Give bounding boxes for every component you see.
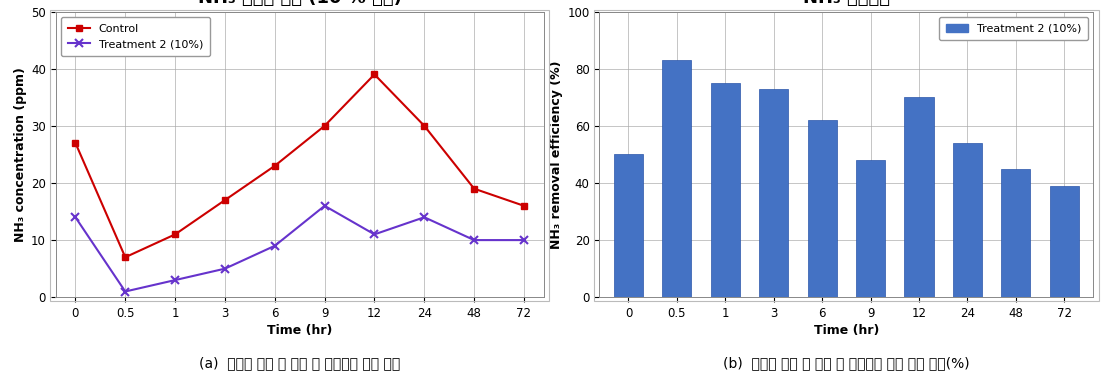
- Treatment 2 (10%): [219, 266, 232, 271]
- Legend: Control, Treatment 2 (10%): Control, Treatment 2 (10%): [61, 17, 210, 56]
- Line: Treatment 2 (10%): Treatment 2 (10%): [71, 201, 528, 296]
- Control: [219, 198, 232, 202]
- Title: NH₃ 저감능 평가 (10 % 접종): NH₃ 저감능 평가 (10 % 접종): [198, 0, 402, 7]
- X-axis label: Time (hr): Time (hr): [814, 324, 879, 337]
- Bar: [856, 160, 885, 297]
- Treatment 2 (10%): [69, 215, 82, 220]
- Treatment 2 (10%): [269, 244, 282, 248]
- X-axis label: Time (hr): Time (hr): [268, 324, 332, 337]
- Control: [269, 164, 282, 168]
- Bar: [614, 154, 643, 297]
- Bar: [905, 97, 934, 297]
- Treatment 2 (10%): [119, 289, 132, 294]
- Text: (a)  미생물 제리 후 공기 중 암모니아 농도 변화: (a) 미생물 제리 후 공기 중 암모니아 농도 변화: [199, 356, 401, 370]
- Treatment 2 (10%): [367, 232, 381, 237]
- Bar: [1050, 186, 1079, 297]
- Control: [517, 203, 531, 208]
- Title: NH₃ 저감효율: NH₃ 저감효율: [803, 0, 890, 7]
- Bar: [808, 120, 837, 297]
- Control: [119, 255, 132, 259]
- Treatment 2 (10%): [467, 238, 481, 242]
- Legend: Treatment 2 (10%): Treatment 2 (10%): [939, 17, 1088, 41]
- Control: [467, 186, 481, 191]
- Y-axis label: NH₃ concentration (ppm): NH₃ concentration (ppm): [13, 67, 27, 242]
- Control: [69, 141, 82, 145]
- Treatment 2 (10%): [169, 278, 182, 283]
- Treatment 2 (10%): [517, 238, 531, 242]
- Treatment 2 (10%): [417, 215, 431, 220]
- Bar: [1001, 169, 1030, 297]
- Text: (b)  미생물 제리 후 공기 중 암모니아 농도 저감 효율(%): (b) 미생물 제리 후 공기 중 암모니아 농도 저감 효율(%): [723, 356, 970, 370]
- Bar: [663, 60, 692, 297]
- Control: [317, 124, 331, 128]
- Control: [169, 232, 182, 237]
- Control: [417, 124, 431, 128]
- Line: Control: Control: [72, 71, 527, 261]
- Bar: [759, 89, 788, 297]
- Bar: [952, 143, 982, 297]
- Treatment 2 (10%): [317, 203, 331, 208]
- Y-axis label: NH₃ removal efficiency (%): NH₃ removal efficiency (%): [551, 60, 563, 249]
- Bar: [710, 83, 740, 297]
- Control: [367, 72, 381, 77]
